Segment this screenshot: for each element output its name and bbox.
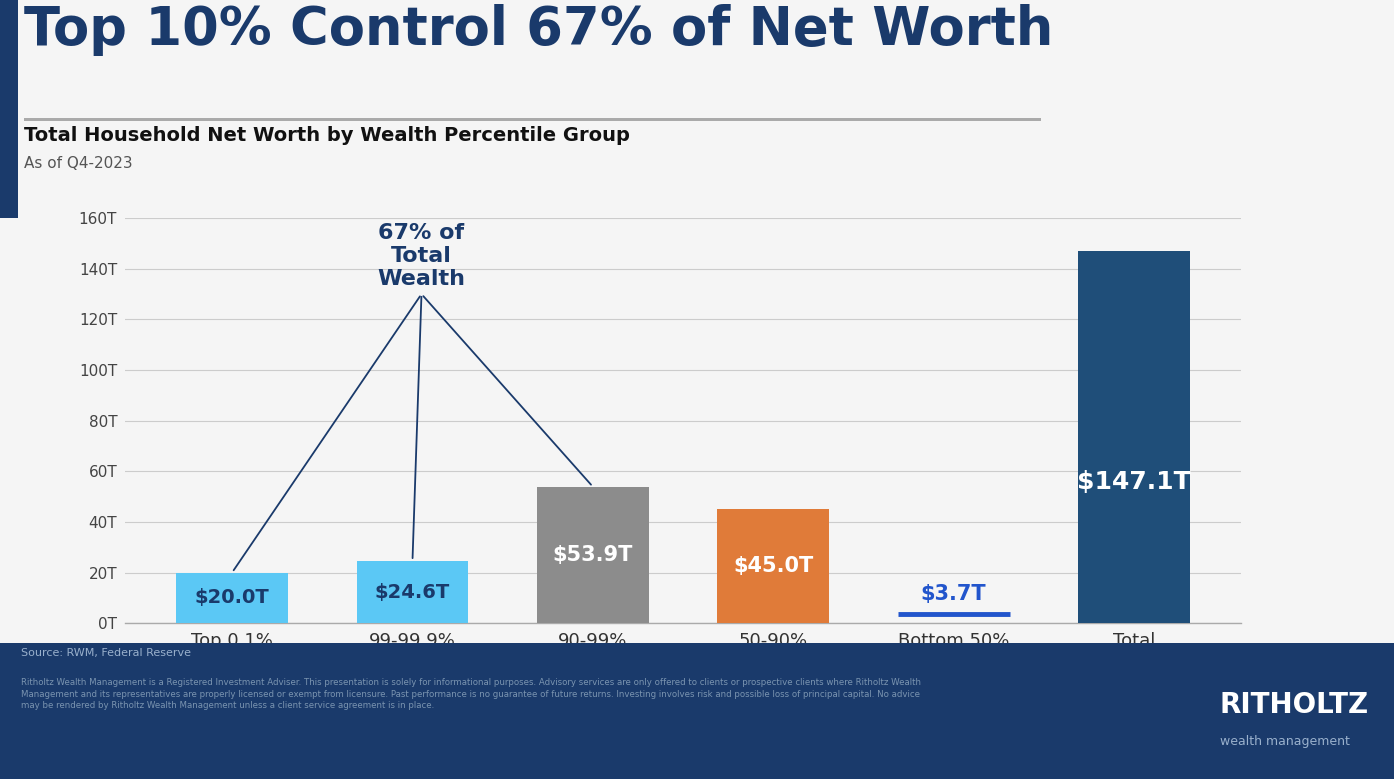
Text: As of Q4-2023: As of Q4-2023 (24, 156, 132, 171)
Bar (176, 573, 289, 623)
Text: $20.0T: $20.0T (195, 588, 269, 608)
Text: Ritholtz Wealth Management is a Registered Investment Adviser. This presentation: Ritholtz Wealth Management is a Register… (21, 678, 921, 710)
Text: $147.1T: $147.1T (1078, 470, 1190, 494)
Text: $24.6T: $24.6T (375, 583, 450, 601)
Bar (537, 487, 648, 623)
Text: $3.7T: $3.7T (921, 583, 987, 604)
Text: wealth management: wealth management (1220, 735, 1349, 748)
Bar (1078, 251, 1190, 623)
Bar (718, 509, 829, 623)
Text: $45.0T: $45.0T (733, 556, 813, 576)
Text: Total Household Net Worth by Wealth Percentile Group: Total Household Net Worth by Wealth Perc… (24, 126, 630, 145)
Bar (357, 561, 468, 623)
Text: Source: RWM, Federal Reserve: Source: RWM, Federal Reserve (21, 648, 191, 658)
Text: 67% of
Total
Wealth: 67% of Total Wealth (378, 223, 466, 289)
Text: Top 10% Control 67% of Net Worth: Top 10% Control 67% of Net Worth (24, 4, 1052, 56)
Text: $53.9T: $53.9T (552, 545, 633, 565)
Text: RITHOLTZ: RITHOLTZ (1220, 691, 1369, 719)
